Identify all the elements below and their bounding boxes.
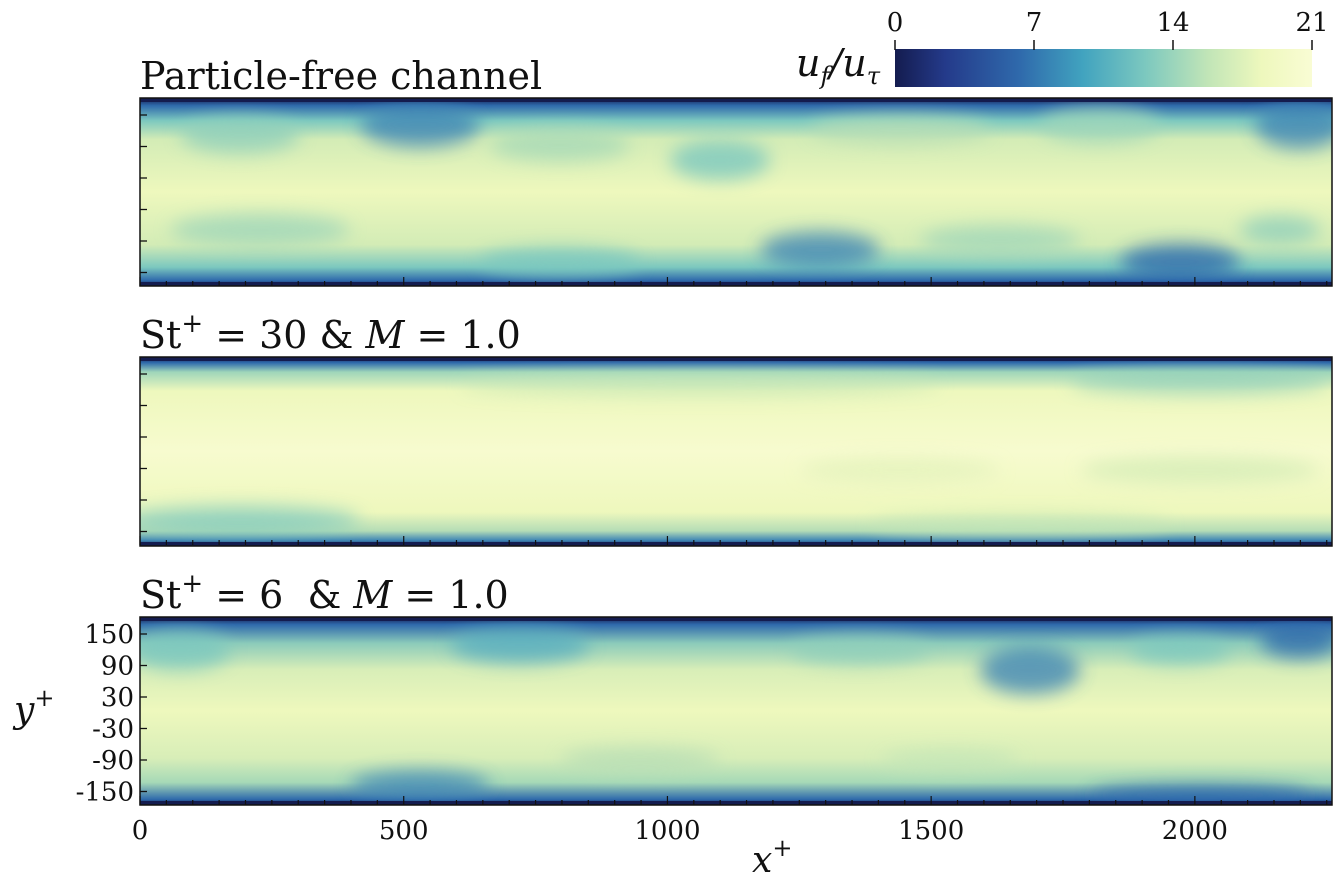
colorbar-gradient [895,49,1312,87]
x-tick-label: 1500 [898,816,964,846]
colorbar-tick-label: 21 [1295,8,1328,38]
x-axis-label: x+ [752,834,792,881]
y-tick-label: 30 [101,683,134,713]
panel-2-y-ticks [140,373,147,533]
panel-1-title: Particle-free channel [140,54,542,98]
colorbar: 0 7 14 21 uf/uτ [796,8,1329,90]
colorbar-tick-label: 0 [887,8,904,38]
panel-3-heatmap [140,617,1332,805]
panel-1-heatmap [140,98,1332,286]
x-tick-label: 1000 [634,816,700,846]
colorbar-tick-label: 14 [1156,8,1189,38]
x-tick-label: 0 [132,816,149,846]
y-tick-label: -90 [92,746,134,776]
panel-3-title: St+ = 6 & M = 1.0 [140,569,509,617]
panel-2-x-ticks [139,536,1328,545]
panel-3-y-ticks [140,633,147,793]
panel-2-frame [139,356,1333,547]
y-tick-label: -30 [92,715,134,745]
colorbar-ticks: 0 7 14 21 [887,8,1329,50]
panel-1-y-ticks [140,114,147,274]
y-tick-label: -150 [76,778,134,808]
panel-1-frame [139,97,1333,287]
y-tick-label: 150 [84,620,134,650]
y-tick-label: 90 [101,652,134,682]
panel-2-title: St+ = 30 & M = 1.0 [140,309,521,357]
x-tick-labels: 0 500 1000 1500 2000 [132,816,1228,846]
colorbar-tick-label: 7 [1026,8,1043,38]
panel-3-x-ticks [139,796,1328,805]
panel-1-x-ticks [139,277,1328,286]
y-axis-label: y+ [12,684,54,731]
colorbar-label: uf/uτ [796,41,881,90]
panel-3-frame [139,616,1333,806]
x-tick-label: 500 [379,816,429,846]
panel-2-heatmap [140,357,1332,546]
x-tick-label: 2000 [1162,816,1228,846]
